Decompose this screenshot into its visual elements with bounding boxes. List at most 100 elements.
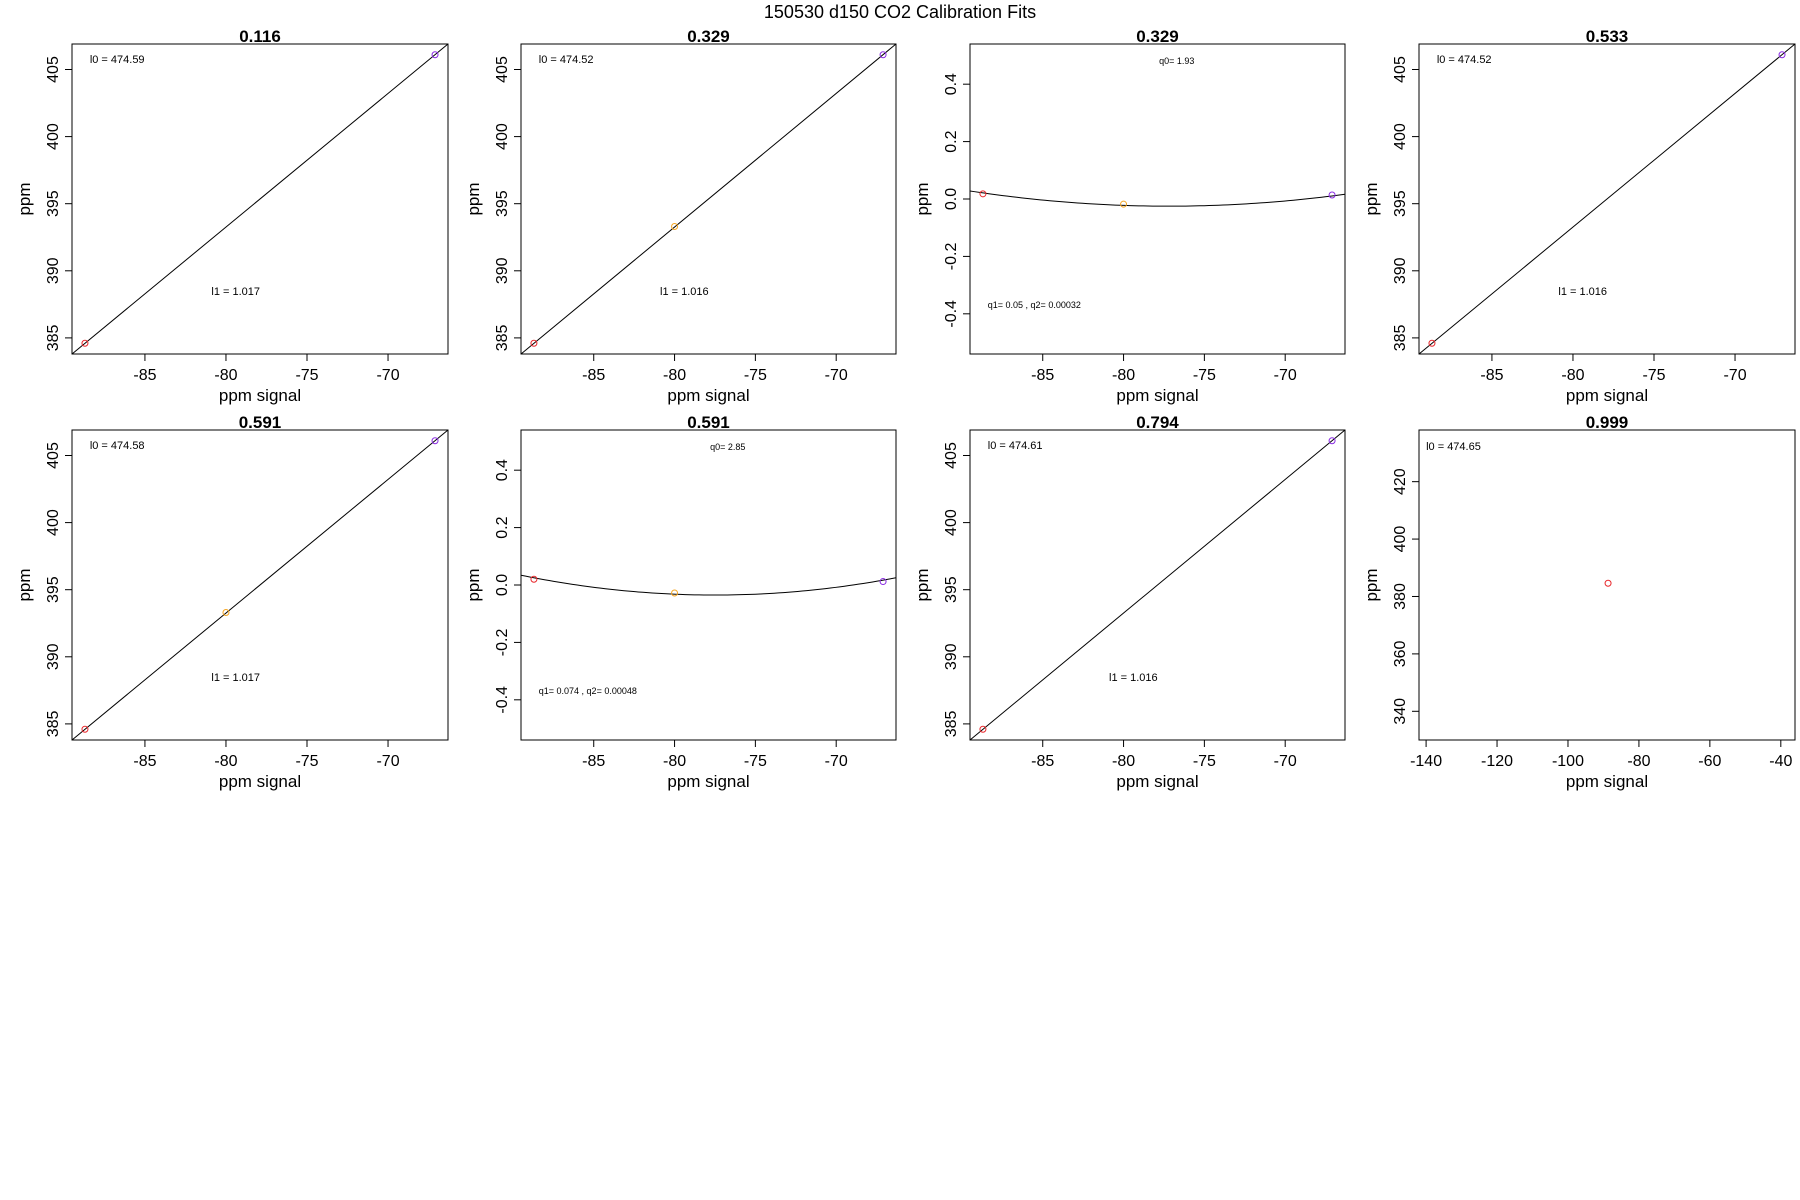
y-tick-label: 395 — [1392, 190, 1409, 217]
x-tick-label: -80 — [214, 753, 237, 770]
fit-curve — [521, 574, 896, 596]
y-tick-label: 360 — [1392, 640, 1409, 667]
fit-line — [521, 44, 896, 354]
y-tick-label: 390 — [494, 257, 511, 284]
y-tick-label: 385 — [45, 710, 62, 737]
x-tick-label: -75 — [1193, 753, 1216, 770]
y-tick-label: 395 — [494, 190, 511, 217]
x-tick-label: -70 — [376, 367, 399, 384]
x-tick-label: -120 — [1481, 753, 1513, 770]
data-point — [979, 190, 987, 198]
y-tick-label: 380 — [1392, 583, 1409, 610]
x-tick-label: -80 — [663, 753, 686, 770]
data-point — [879, 51, 887, 59]
y-tick-label: 395 — [45, 576, 62, 603]
data-point — [1328, 437, 1336, 445]
x-tick-label: -75 — [744, 753, 767, 770]
panel-title: 0.591 — [687, 413, 730, 432]
x-tick-label: -40 — [1769, 753, 1792, 770]
y-axis-label: ppm — [464, 182, 483, 215]
plot-area — [1604, 579, 1612, 587]
y-axis-label: ppm — [913, 182, 932, 215]
x-axis-label: ppm signal — [219, 386, 301, 405]
fit-annotation: q1= 0.074 , q2= 0.00048 — [539, 686, 637, 696]
y-tick-label: 340 — [1392, 698, 1409, 725]
x-tick-label: -80 — [1561, 367, 1584, 384]
x-tick-label: -70 — [1274, 753, 1297, 770]
x-tick-label: -85 — [582, 367, 605, 384]
x-tick-label: -80 — [663, 367, 686, 384]
fit-annotation: q1= 0.05 , q2= 0.00032 — [988, 300, 1081, 310]
y-tick-label: 390 — [1392, 257, 1409, 284]
panel-title: 0.591 — [239, 413, 282, 432]
y-tick-label: 395 — [943, 576, 960, 603]
y-axis-label: ppm — [913, 568, 932, 601]
fit-line — [970, 430, 1345, 740]
plot-frame — [71, 429, 449, 741]
y-axis-label: ppm — [15, 182, 34, 215]
fit-curve — [970, 190, 1345, 207]
fit-annotation: l0 = 474.52 — [1437, 54, 1492, 66]
y-tick-label: 405 — [943, 442, 960, 469]
x-tick-label: -80 — [1112, 367, 1135, 384]
data-point — [1328, 191, 1336, 199]
fit-annotation: l0 = 474.59 — [90, 54, 145, 66]
data-point — [222, 609, 230, 617]
y-tick-label: 405 — [494, 56, 511, 83]
panel-title: 0.329 — [687, 27, 730, 46]
panel-8: 0.999 -140 -120 -100 -80 -60 -40 340 360 380 400 42… — [1362, 413, 1796, 791]
data-point — [431, 437, 439, 445]
y-tick-label: 400 — [943, 509, 960, 536]
x-tick-label: -85 — [133, 753, 156, 770]
plot-frame — [1418, 43, 1796, 355]
y-tick-label: 400 — [1392, 526, 1409, 553]
x-tick-label: -75 — [1193, 367, 1216, 384]
x-tick-label: -75 — [1642, 367, 1665, 384]
fit-annotation: l1 = 1.016 — [1558, 286, 1607, 298]
x-tick-label: -70 — [376, 753, 399, 770]
plot-area — [72, 430, 448, 740]
plot-area — [72, 44, 448, 354]
plot-area — [521, 574, 896, 597]
data-point — [81, 725, 89, 733]
data-point — [879, 578, 887, 586]
x-tick-label: -70 — [825, 367, 848, 384]
x-tick-label: -85 — [582, 753, 605, 770]
panel-title: 0.116 — [239, 27, 281, 46]
y-tick-label: 390 — [45, 643, 62, 670]
y-tick-label: 0.0 — [494, 574, 511, 596]
panel-6: 0.591 -85 -80 -75 -70 -0.4 -0.2 0.0 0.2 0.4 ppm si… — [464, 413, 897, 791]
data-point — [1120, 200, 1128, 208]
panel-title: 0.329 — [1136, 27, 1179, 46]
data-point — [431, 51, 439, 59]
plot-frame — [1418, 429, 1796, 741]
plot-area — [970, 430, 1345, 740]
fit-annotation: l1 = 1.017 — [211, 672, 260, 684]
x-tick-label: -85 — [1480, 367, 1503, 384]
y-tick-label: 385 — [45, 324, 62, 351]
fit-annotation: l0 = 474.52 — [539, 54, 594, 66]
y-tick-label: 405 — [1392, 56, 1409, 83]
fit-annotation: l1 = 1.016 — [1109, 672, 1158, 684]
y-tick-label: 0.4 — [494, 459, 511, 481]
data-point — [671, 223, 679, 231]
y-tick-label: 420 — [1392, 468, 1409, 495]
panel-2: 0.329 -85 -80 -75 -70 385 390 395 400 405 ppm sign… — [464, 27, 897, 405]
panel-4: 0.533 -85 -80 -75 -70 385 390 395 400 405 ppm sign… — [1362, 27, 1796, 405]
x-tick-label: -75 — [295, 753, 318, 770]
y-tick-label: -0.4 — [943, 300, 960, 328]
y-tick-label: 395 — [45, 190, 62, 217]
plot-frame — [969, 429, 1346, 741]
panel-7: 0.794 -85 -80 -75 -70 385 390 395 400 405 ppm sign… — [913, 413, 1346, 791]
fit-annotation: l1 = 1.017 — [211, 286, 260, 298]
y-tick-label: 0.0 — [943, 188, 960, 210]
y-tick-label: 400 — [45, 509, 62, 536]
y-tick-label: 0.2 — [494, 516, 511, 538]
x-axis-label: ppm signal — [1116, 386, 1198, 405]
panel-5: 0.591 -85 -80 -75 -70 385 390 395 400 405 ppm sign… — [15, 413, 449, 791]
y-axis-label: ppm — [15, 568, 34, 601]
y-tick-label: 400 — [1392, 123, 1409, 150]
x-tick-label: -60 — [1698, 753, 1721, 770]
y-tick-label: 0.2 — [943, 130, 960, 152]
